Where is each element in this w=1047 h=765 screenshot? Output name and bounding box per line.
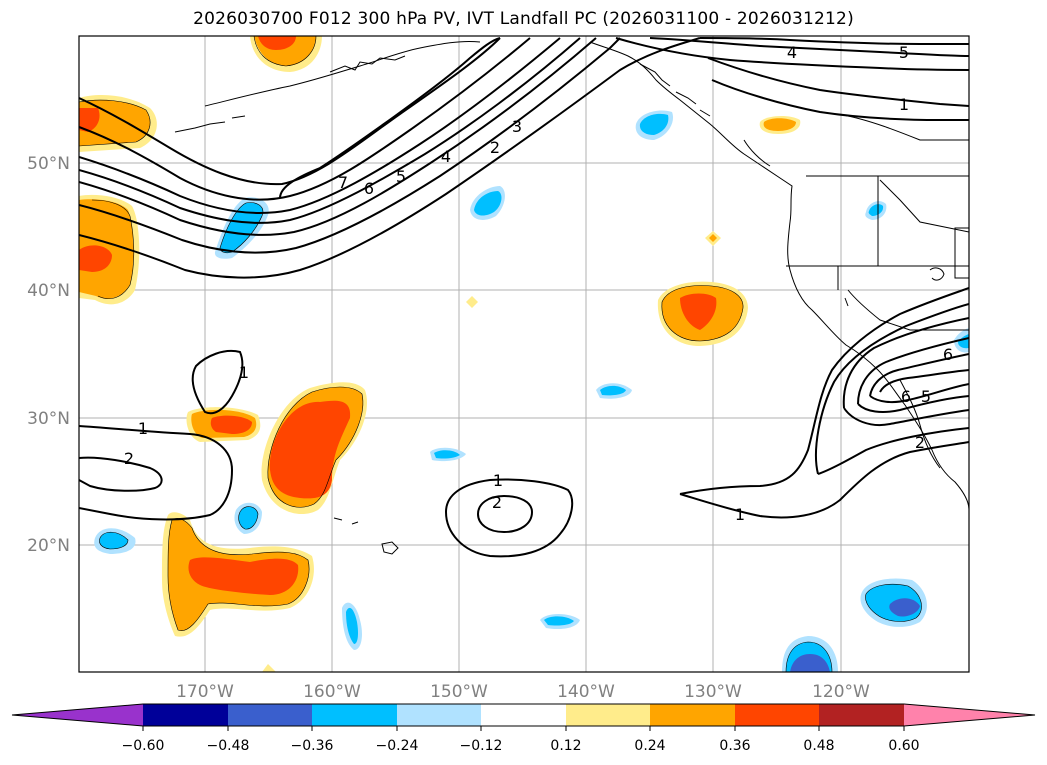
fill-neg-small — [94, 328, 969, 650]
latitude-labels: 50°N 40°N 30°N 20°N — [27, 154, 70, 556]
map-title: 2026030700 F012 300 hPa PV, IVT Landfall… — [193, 9, 854, 29]
colorbar-segment — [397, 704, 481, 726]
colorbar-tick-label: 0.36 — [719, 738, 750, 754]
pv-contours — [79, 37, 969, 558]
colorbar-tick-label: 0.12 — [550, 738, 581, 754]
fill-region-center-east — [657, 281, 748, 346]
colorbar-tick-label: −0.24 — [376, 738, 419, 754]
colorbar-tick-label: −0.36 — [291, 738, 334, 754]
pv-label: 1 — [239, 363, 249, 382]
pv-label: 1 — [493, 471, 503, 490]
lat-tick-label: 40°N — [27, 281, 70, 301]
lat-tick-label: 50°N — [27, 154, 70, 174]
colorbar-segment — [143, 704, 228, 726]
pv-label: 2 — [915, 433, 925, 452]
pv-label: 1 — [138, 419, 148, 438]
lon-tick-label: 130°W — [684, 682, 742, 702]
lon-tick-label: 140°W — [557, 682, 615, 702]
pv-label: 3 — [512, 117, 522, 136]
colorbar-segment — [481, 704, 566, 726]
pv-label: 6 — [364, 179, 374, 198]
lon-tick-label: 120°W — [812, 682, 870, 702]
fill-neg-center-north — [470, 110, 887, 220]
pv-label: 2 — [492, 493, 502, 512]
pv-label: 5 — [396, 167, 406, 186]
pv-label: 4 — [787, 43, 797, 62]
lon-tick-label: 160°W — [303, 682, 361, 702]
colorbar-segment — [228, 704, 312, 726]
pv-label: 2 — [124, 449, 134, 468]
pv-label: 5 — [921, 387, 931, 406]
colorbar-tick-label: −0.60 — [122, 738, 165, 754]
lon-tick-label: 150°W — [430, 682, 488, 702]
pv-label: 5 — [899, 43, 909, 62]
pv-label: 1 — [735, 505, 745, 524]
pv-label: 6 — [901, 387, 911, 406]
pv-contour-labels: 1 2 1 7 6 5 4 2 3 4 5 1 1 2 1 6 6 5 2 — [124, 43, 953, 524]
colorbar-tick-label: −0.48 — [207, 738, 250, 754]
colorbar: −0.60 −0.48 −0.36 −0.24 −0.12 0.12 0.24 … — [11, 703, 1036, 754]
colorbar-extend-high — [904, 704, 1035, 726]
colorbar-segment — [650, 704, 735, 726]
lat-tick-label: 30°N — [27, 409, 70, 429]
longitude-labels: 170°W 160°W 150°W 140°W 130°W 120°W — [176, 682, 870, 702]
colorbar-segment — [312, 704, 397, 726]
fill-outlines — [79, 36, 922, 672]
pv-label: 2 — [490, 138, 500, 157]
fill-region-small-pos — [262, 116, 801, 672]
colorbar-segment — [735, 704, 819, 726]
colorbar-tick-label: 0.60 — [888, 738, 919, 754]
lat-tick-label: 20°N — [27, 536, 70, 556]
map-frame — [78, 35, 970, 673]
lon-tick-label: 170°W — [176, 682, 234, 702]
coastlines — [174, 41, 969, 555]
fill-region-n — [250, 36, 322, 72]
colorbar-segment — [566, 704, 650, 726]
pv-label: 1 — [899, 95, 909, 114]
pv-label: 7 — [338, 173, 348, 192]
colorbar-segment — [819, 704, 904, 726]
colorbar-tick-label: 0.48 — [803, 738, 834, 754]
pv-label: 6 — [943, 345, 953, 364]
pv-label: 4 — [441, 147, 451, 166]
colorbar-extend-low — [12, 704, 143, 726]
fill-region-w — [79, 194, 140, 305]
colorbar-tick-label: −0.12 — [460, 738, 503, 754]
colorbar-tick-label: 0.24 — [634, 738, 665, 754]
